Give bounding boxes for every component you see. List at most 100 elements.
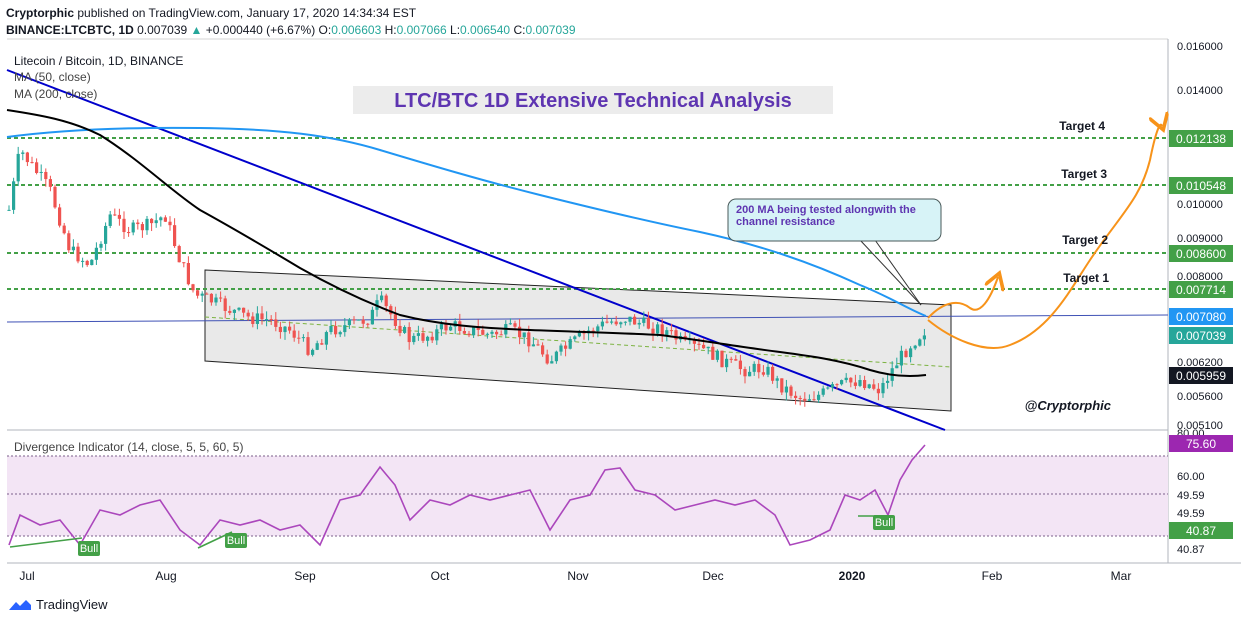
symbol-label: BINANCE:LTCBTC, 1D — [6, 23, 134, 37]
candle-body — [771, 366, 775, 381]
x-tick-aug: Aug — [155, 569, 176, 583]
candle-body — [288, 326, 292, 331]
candle-body — [85, 260, 89, 266]
candle-body — [140, 224, 144, 231]
candle-body — [734, 359, 738, 361]
ind-tick: 60.00 — [1177, 471, 1205, 483]
candle-body — [145, 218, 149, 231]
indicator-axis: 80.00 60.00 49.59 49.59 40.87 — [1177, 428, 1205, 556]
ind-tick: 49.59 — [1177, 508, 1205, 520]
footer[interactable]: TradingView — [8, 597, 108, 612]
ind-tick: 49.59 — [1177, 490, 1205, 502]
candle-body — [352, 319, 356, 321]
candle-body — [269, 319, 273, 321]
candle-body — [554, 351, 558, 362]
candle-body — [872, 384, 876, 389]
time-axis: Jul Aug Sep Oct Nov Dec 2020 Feb Mar — [19, 569, 1131, 583]
bull-divergence-1 — [9, 537, 83, 548]
candle-body — [513, 323, 517, 327]
candle-body — [472, 327, 476, 336]
candle-body — [449, 326, 453, 331]
candle-body — [232, 309, 236, 313]
candle-body — [94, 247, 98, 260]
tradingview-brand: TradingView — [36, 597, 108, 612]
candle-body — [550, 361, 554, 364]
candle-body — [223, 298, 227, 311]
target4-label: Target 4 — [1059, 119, 1105, 133]
candle-body — [283, 326, 287, 333]
candle-body — [154, 220, 158, 224]
candle-body — [665, 330, 669, 335]
candle-body — [182, 262, 186, 264]
publish-line: Cryptorphic published on TradingView.com… — [6, 6, 416, 20]
ind-tick: 40.87 — [1177, 544, 1205, 556]
candle-body — [347, 319, 351, 326]
x-tick-oct: Oct — [431, 569, 450, 583]
candle-body — [343, 325, 347, 333]
tradingview-logo-icon — [9, 599, 31, 610]
candle-body — [136, 222, 140, 225]
candle-body — [439, 324, 443, 330]
y-tick: 0.014000 — [1177, 85, 1223, 97]
candle-body — [21, 152, 25, 154]
candle-body — [209, 293, 213, 303]
bull-label-3: Bull — [875, 517, 893, 529]
candle-body — [821, 388, 825, 395]
candle-body — [99, 243, 103, 248]
high-label: H: — [384, 23, 397, 37]
candle-body — [338, 332, 342, 335]
y-tick: 0.006200 — [1177, 357, 1223, 369]
x-tick-dec: Dec — [702, 569, 723, 583]
candle-body — [186, 263, 190, 285]
bull-badge-2 — [225, 533, 247, 548]
candle-body — [191, 284, 195, 291]
candle-body — [44, 171, 48, 180]
candle-body — [817, 394, 821, 400]
candle-body — [913, 345, 917, 349]
projection-arrow-short — [927, 277, 998, 319]
candle-body — [481, 329, 485, 335]
price-badges: 0.012138 0.010548 0.008600 0.007714 0.00… — [1169, 130, 1233, 384]
legend-ma200: MA (200, close) — [14, 87, 97, 101]
candle-body — [16, 153, 20, 182]
candle-body — [108, 214, 112, 226]
candle-body — [219, 297, 223, 299]
candle-body — [246, 312, 250, 317]
candle-body — [904, 350, 908, 358]
ma50-line — [6, 109, 927, 377]
target2-badge — [1169, 245, 1233, 262]
candle-body — [315, 343, 319, 350]
candle-body — [596, 326, 600, 332]
candle-body — [789, 386, 793, 396]
chart-title: LTC/BTC 1D Extensive Technical Analysis — [394, 90, 792, 112]
descending-channel — [204, 269, 952, 412]
candle-body — [573, 336, 577, 340]
y-tick: 0.016000 — [1177, 41, 1223, 53]
candle-body — [25, 152, 29, 163]
price-axis: 0.016000 0.014000 0.010000 0.009000 0.00… — [1177, 41, 1223, 432]
candle-body — [849, 377, 853, 383]
close-value: 0.007039 — [525, 23, 576, 37]
candle-body — [867, 384, 871, 389]
projection-arrow-long — [927, 125, 1162, 349]
close-label: C: — [513, 23, 526, 37]
candle-body — [127, 232, 131, 234]
candle-body — [784, 386, 788, 393]
price-badge-text: 0.007039 — [1176, 329, 1226, 343]
candle-body — [527, 332, 531, 347]
publish-info: published on TradingView.com, January 17… — [77, 6, 417, 20]
candle-body — [660, 324, 664, 335]
bull-label-2: Bull — [227, 535, 245, 547]
bull-label-1: Bull — [80, 543, 98, 555]
candle-body — [265, 319, 269, 321]
last-price: 0.007039 — [137, 23, 188, 37]
candle-body — [922, 335, 926, 340]
candle-body — [531, 344, 535, 347]
target2-badge-text: 0.008600 — [1176, 247, 1226, 261]
candle-body — [886, 380, 890, 383]
candle-body — [711, 346, 715, 360]
target4-badge-text: 0.012138 — [1176, 132, 1226, 146]
candle-body — [334, 326, 338, 335]
candle-body — [577, 332, 581, 337]
